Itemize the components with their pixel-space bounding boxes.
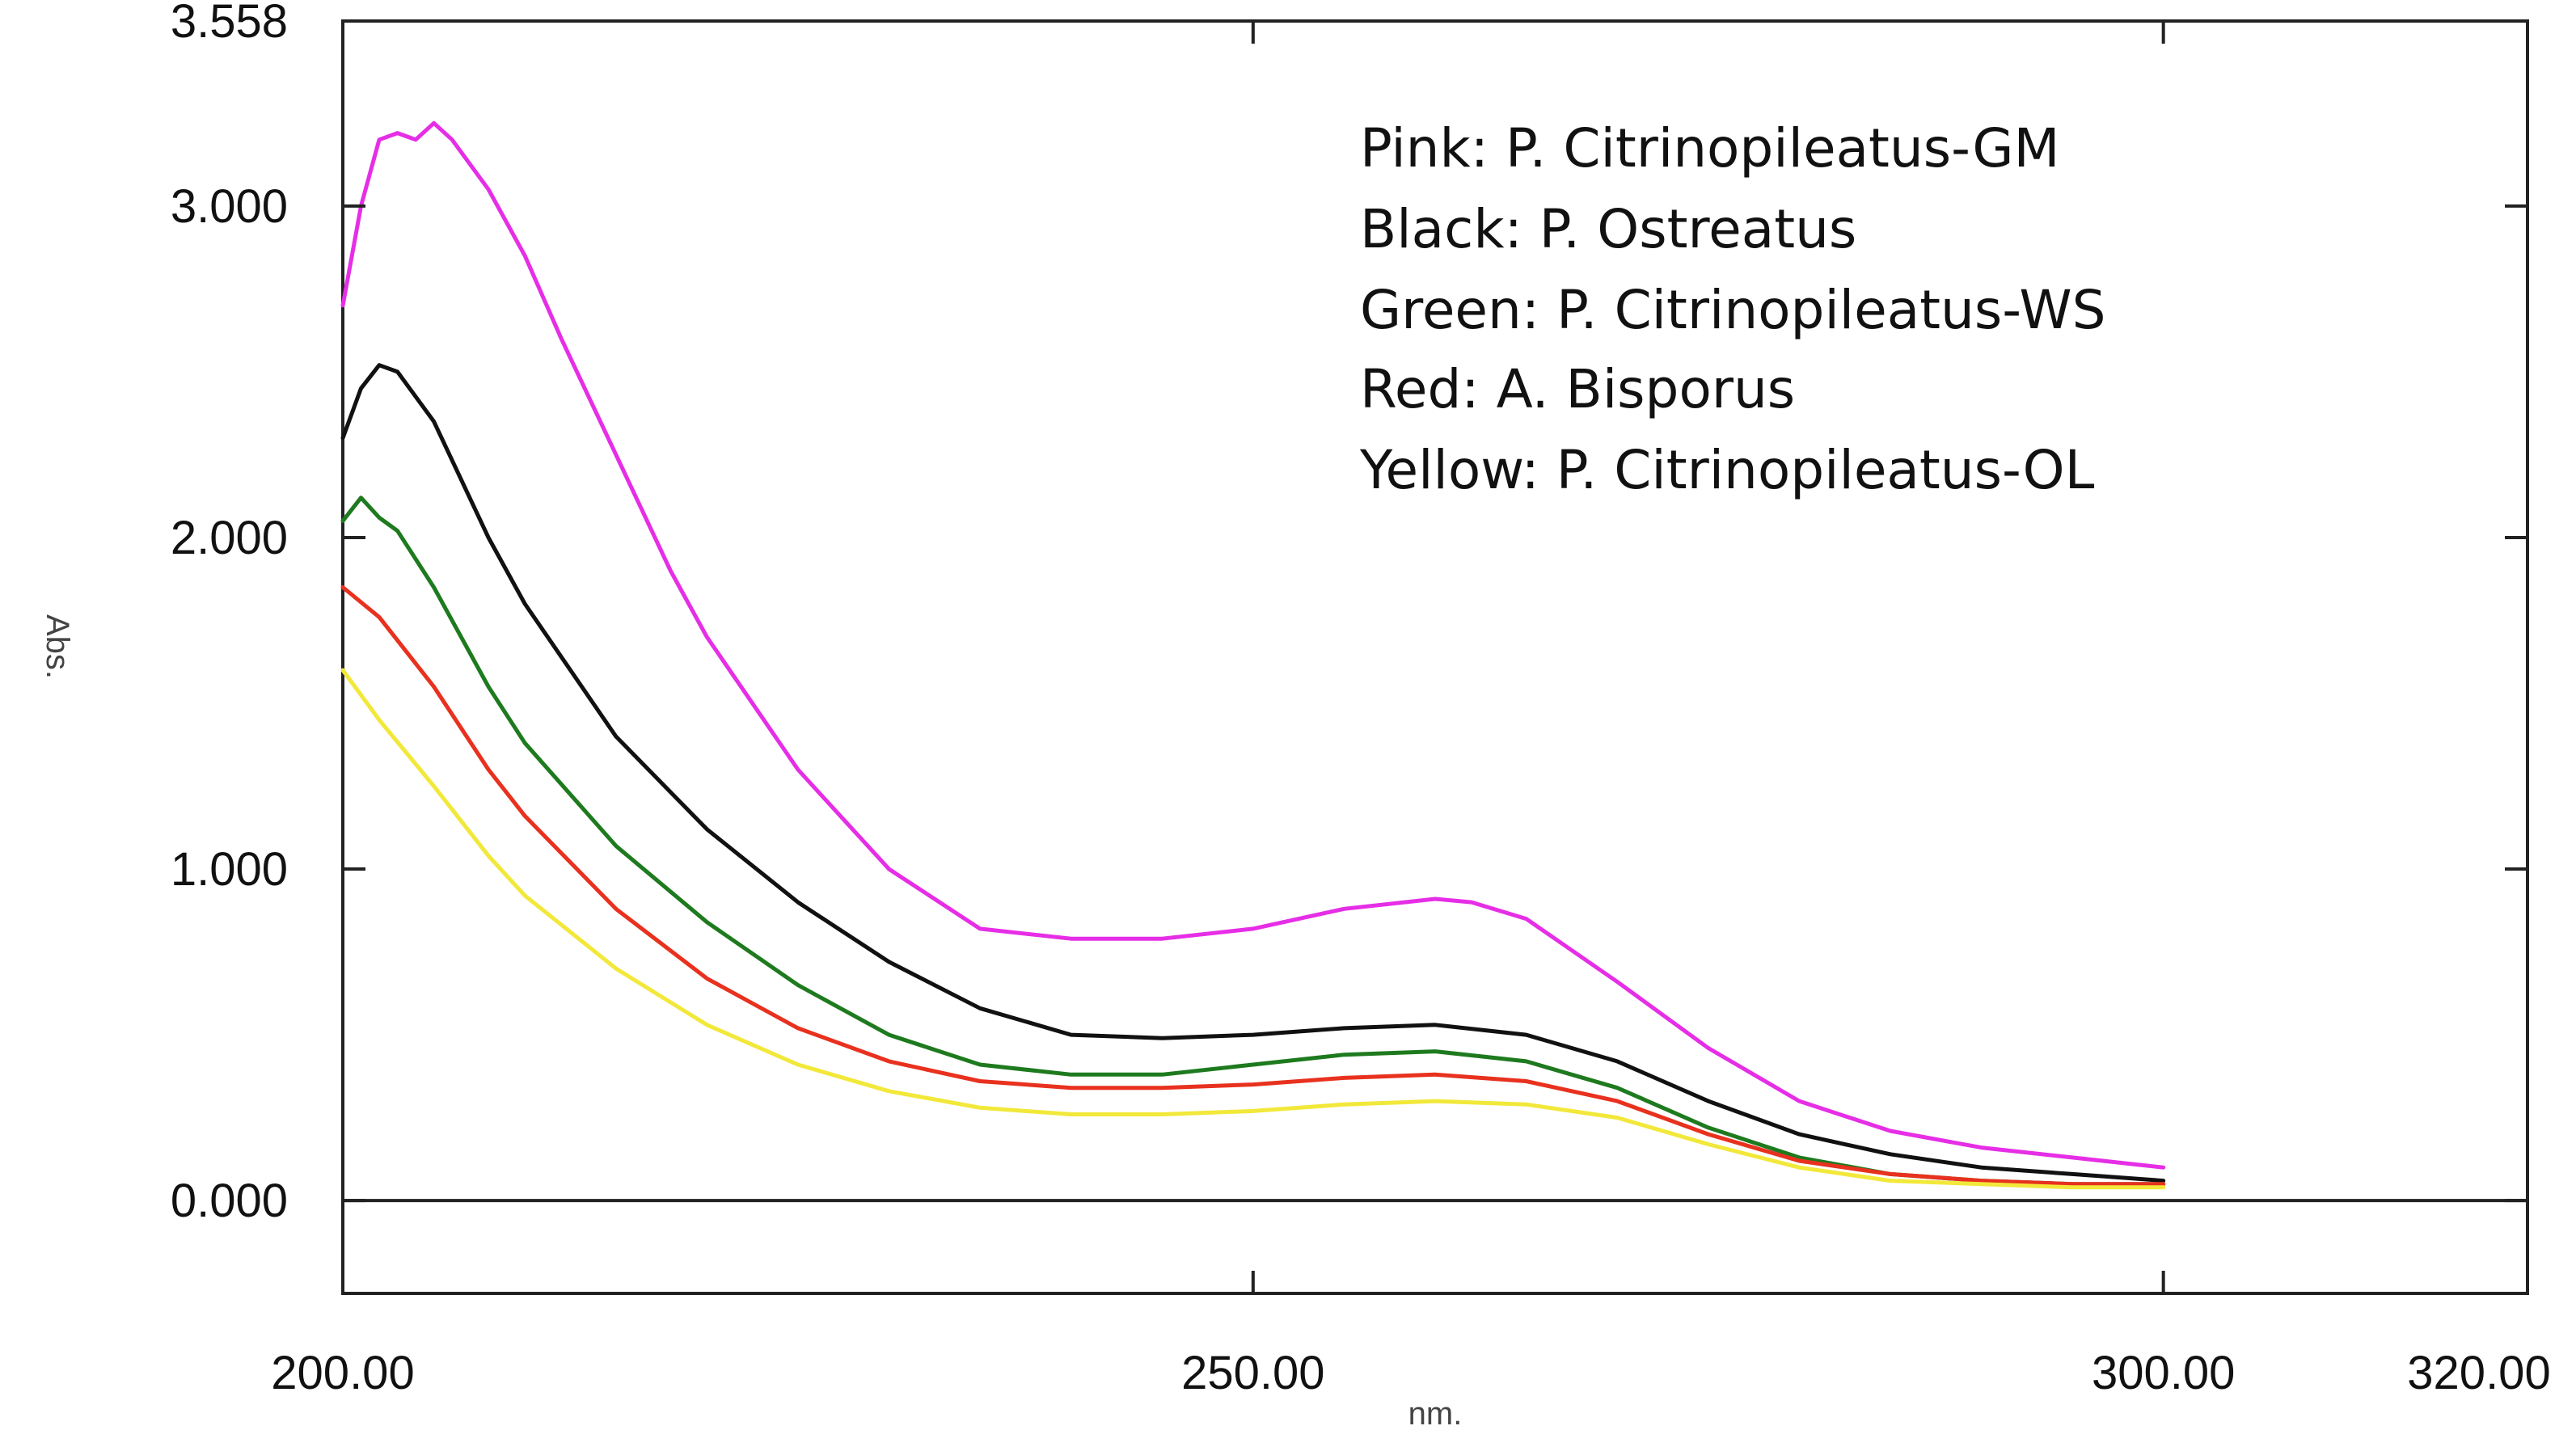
legend-entry-pink: Pink: P. Citrinopileatus-GM [1360,117,2059,179]
legend-entry-yellow: Yellow: P. Citrinopileatus-OL [1359,439,2095,501]
series-line-2 [340,363,2166,1183]
legend: Pink: P. Citrinopileatus-GM Black: P. Os… [1359,117,2106,501]
y-tick-label: 0.000 [171,1175,288,1227]
y-tick-label: 1.000 [171,843,288,896]
series-line-4 [340,585,2166,1187]
y-tick-label: 3.000 [171,180,288,233]
y-tick-label: 2.000 [171,512,288,564]
legend-entry-black: Black: P. Ostreatus [1360,198,1856,260]
y-tick-label: 3.558 [171,0,288,48]
legend-entry-green: Green: P. Citrinopileatus-WS [1360,279,2106,341]
x-tick-label: 250.00 [1181,1347,1324,1399]
series-line-5 [340,668,2166,1190]
x-tick-label: 320.00 [2407,1347,2550,1399]
series-line-1 [340,120,2166,1170]
plot-frame [341,19,2529,1295]
x-tick-label: 200.00 [271,1347,414,1399]
series-line-3 [340,496,2166,1187]
x-tick-label: 300.00 [2092,1347,2235,1399]
ticks-layer: 0.000 1.000 2.000 3.000 3.558 200.00 250.00 300… [171,0,2551,1399]
series-layer [340,120,2166,1190]
legend-entry-red: Red: A. Bisporus [1360,358,1795,420]
y-axis-title: Abs. [40,614,75,679]
x-axis-title: nm. [1408,1396,1463,1432]
